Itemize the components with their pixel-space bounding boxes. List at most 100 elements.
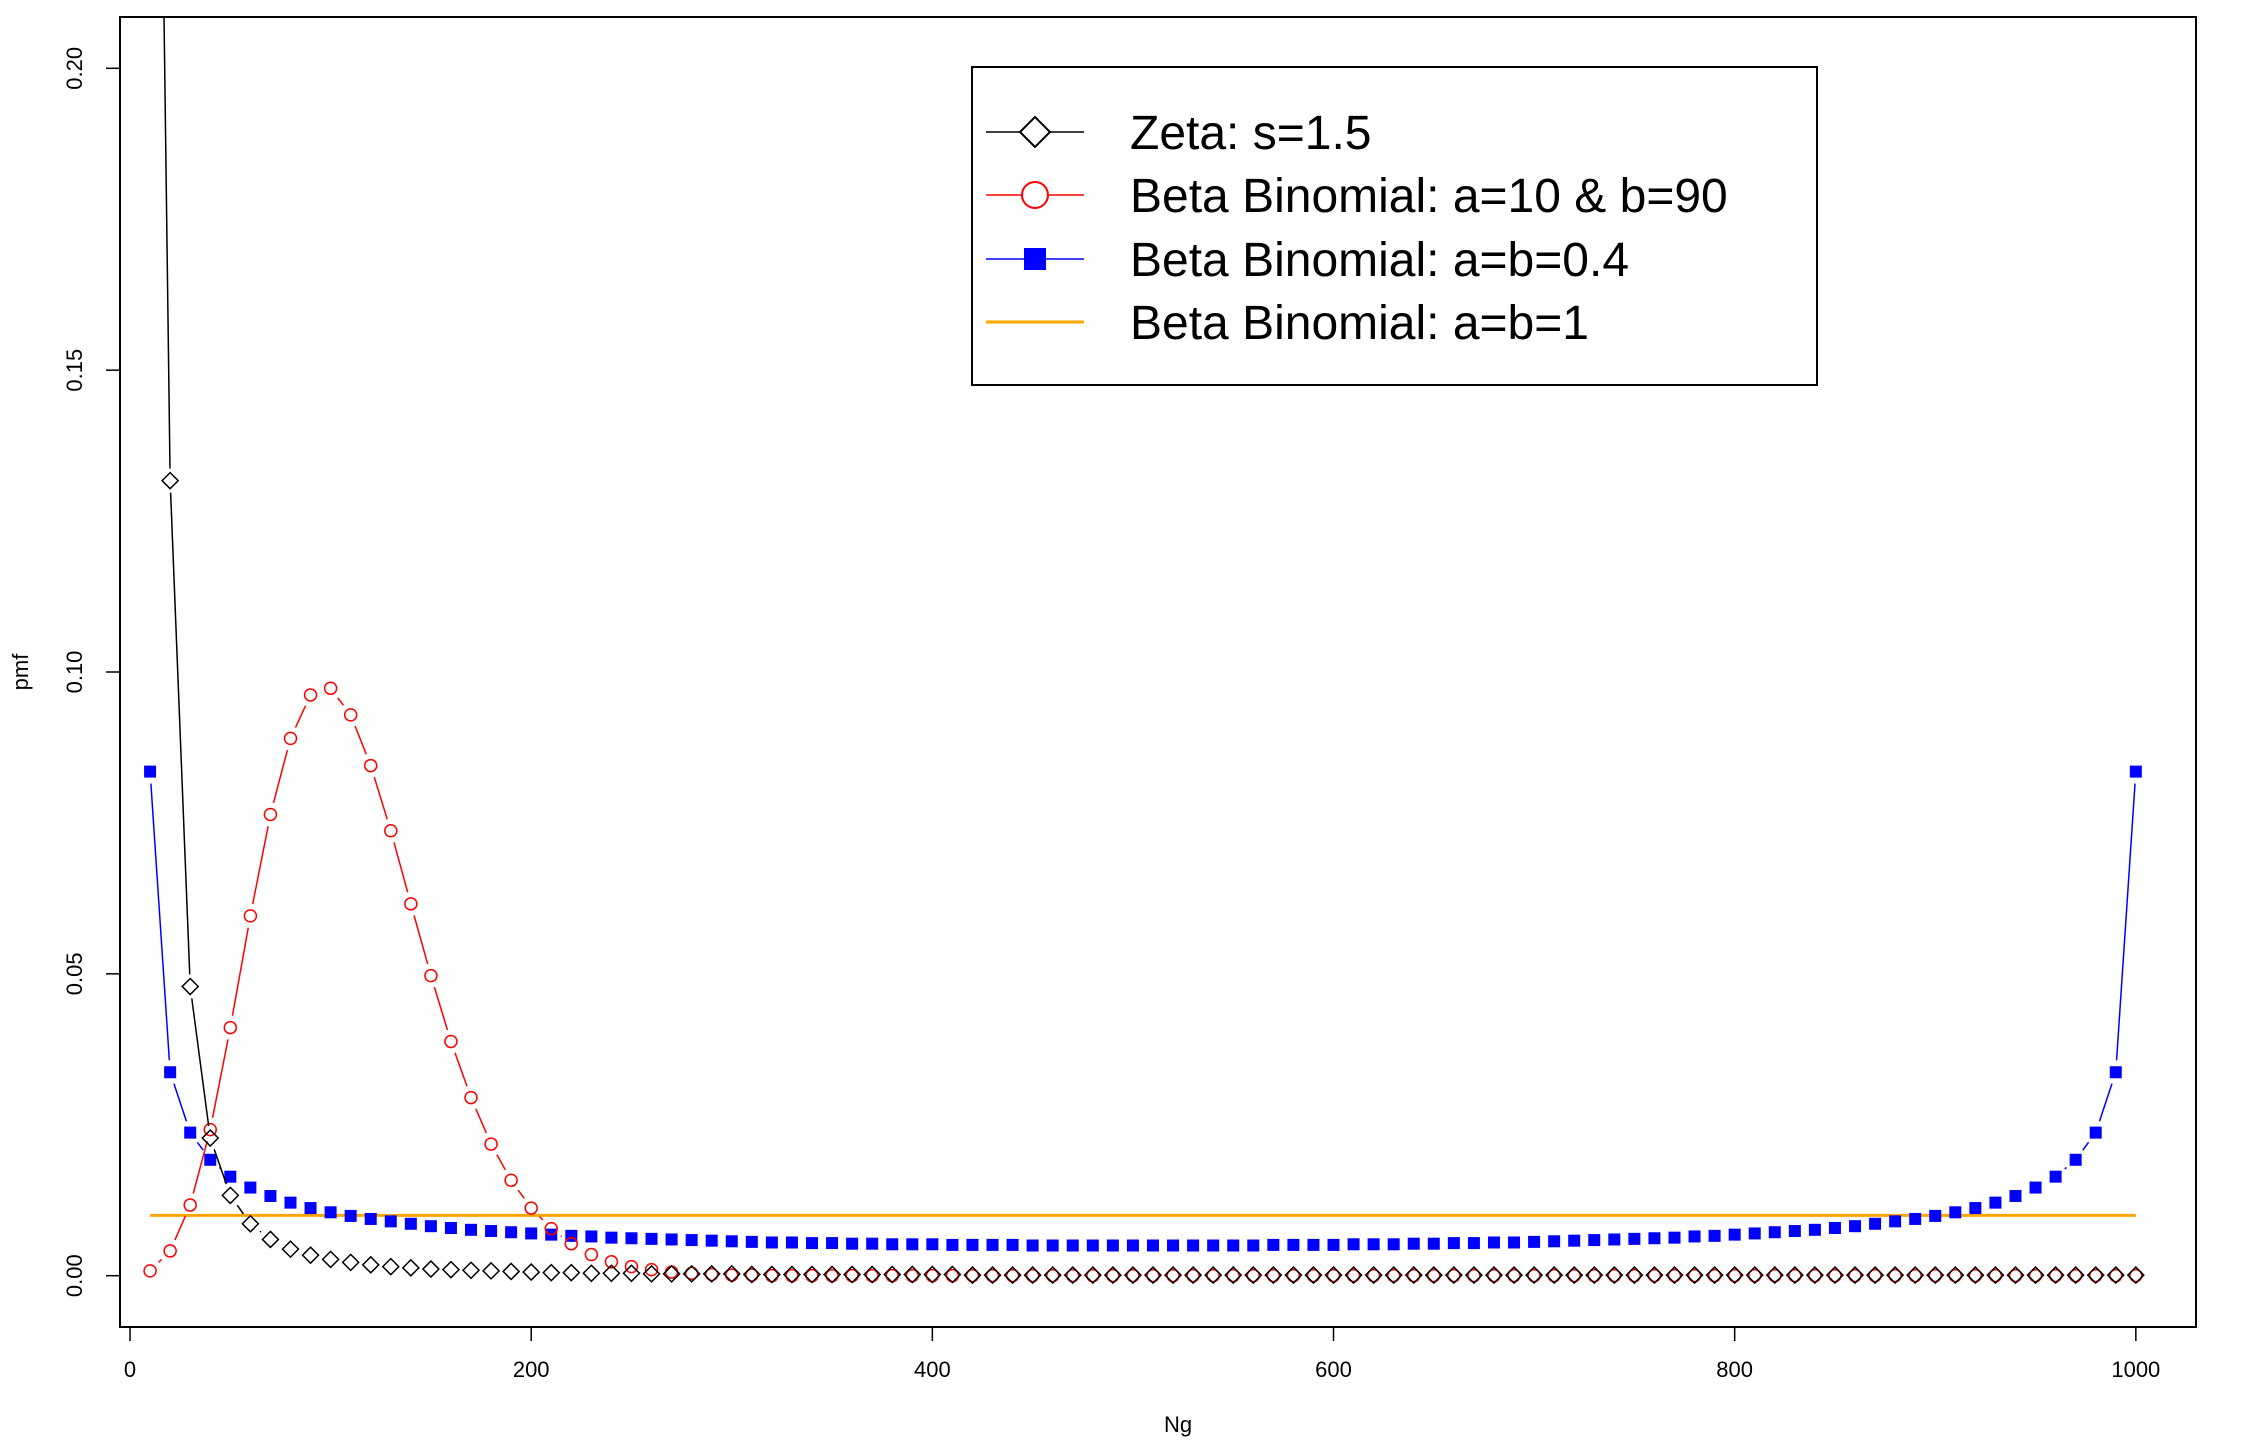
point	[1364, 1266, 1383, 1285]
point	[1687, 1268, 1702, 1283]
point	[782, 1265, 802, 1284]
point	[2048, 1268, 2063, 1283]
point	[143, 1264, 157, 1278]
point	[1705, 1266, 1724, 1285]
point	[664, 1265, 679, 1279]
point	[2049, 1170, 2062, 1183]
point	[1103, 1266, 1122, 1285]
point	[1866, 1266, 1885, 1285]
point	[1805, 1266, 1824, 1285]
point	[1948, 1268, 1963, 1283]
point	[1043, 1266, 1062, 1285]
point	[622, 1264, 641, 1283]
point	[1467, 1268, 1481, 1283]
point	[745, 1235, 758, 1248]
point	[1707, 1268, 1722, 1283]
point	[1226, 1268, 1240, 1283]
point	[2089, 1126, 2102, 1139]
point	[1525, 1266, 1544, 1285]
legend-entry-bb-04: Beta Binomial: a=b=0.4	[986, 234, 1629, 287]
point	[1725, 1266, 1744, 1285]
point	[1845, 1266, 1865, 1285]
point	[1504, 1266, 1524, 1285]
point	[943, 1265, 962, 1284]
axes: 0 200 400 600 800 1000 0.00 0.05 0.10 0.15 0.20 N…	[8, 16, 2197, 1437]
point	[1444, 1266, 1463, 1285]
point	[444, 1221, 457, 1234]
point	[1006, 1238, 1019, 1251]
point	[1484, 1266, 1504, 1285]
point	[243, 909, 258, 923]
point	[2086, 1266, 2105, 1285]
point	[822, 1265, 842, 1284]
point	[2026, 1266, 2045, 1285]
point	[1685, 1266, 1704, 1285]
point	[544, 1221, 558, 1236]
point	[985, 1268, 1000, 1283]
point	[986, 1238, 999, 1251]
point	[1244, 1266, 1263, 1285]
point	[324, 1206, 337, 1219]
point	[2129, 1268, 2143, 1283]
point	[1585, 1266, 1604, 1285]
series-beta-binomial-0-4	[144, 765, 2142, 1252]
legend-box	[971, 66, 1818, 386]
point	[1548, 1235, 1561, 1248]
point	[684, 1266, 699, 1281]
point	[582, 1264, 601, 1283]
point	[1424, 1266, 1443, 1285]
point	[1206, 1268, 1220, 1283]
point	[1667, 1268, 1682, 1283]
x-tick-label: 800	[1716, 1357, 1753, 1382]
point	[1768, 1268, 1782, 1283]
x-tick-label: 400	[914, 1357, 951, 1382]
point	[384, 1215, 397, 1228]
point	[1106, 1268, 1120, 1283]
point	[1266, 1268, 1281, 1283]
point	[1808, 1223, 1821, 1236]
point	[1668, 1231, 1681, 1244]
point	[1928, 1268, 1942, 1283]
point	[301, 1246, 320, 1265]
point	[1046, 1239, 1059, 1252]
point	[1086, 1268, 1100, 1283]
point	[886, 1238, 899, 1251]
point	[1648, 1232, 1661, 1245]
point	[204, 1153, 217, 1166]
point	[1765, 1266, 1784, 1285]
point	[705, 1234, 718, 1247]
point	[946, 1238, 959, 1251]
point	[1427, 1237, 1440, 1250]
point	[745, 1268, 759, 1282]
point	[1587, 1268, 1602, 1283]
point	[2068, 1268, 2083, 1283]
point	[1386, 1268, 1401, 1283]
point	[1304, 1266, 1323, 1285]
legend-entry-bb-1: Beta Binomial: a=b=1	[986, 297, 1589, 350]
point	[1828, 1268, 1842, 1283]
point	[1889, 1215, 1902, 1228]
point	[1187, 1239, 1200, 1252]
point	[883, 1265, 902, 1284]
legend-label-bb-10-90: Beta Binomial: a=10 & b=90	[1130, 170, 1728, 223]
point	[2006, 1266, 2025, 1285]
point	[1886, 1266, 1905, 1285]
point	[602, 1264, 621, 1283]
point	[1507, 1268, 1521, 1283]
point	[161, 471, 180, 490]
point	[343, 708, 358, 722]
point	[1126, 1239, 1139, 1252]
point	[1407, 1237, 1420, 1250]
point	[542, 1263, 561, 1282]
point	[1066, 1268, 1080, 1283]
point	[906, 1238, 919, 1251]
point	[1929, 1209, 1942, 1222]
point	[1828, 1221, 1841, 1234]
point	[1848, 1268, 1862, 1283]
point	[1545, 1266, 1564, 1285]
point	[321, 1250, 340, 1269]
point	[241, 1214, 260, 1233]
point	[361, 1255, 380, 1274]
point	[965, 1268, 980, 1283]
point	[2109, 1066, 2122, 1079]
